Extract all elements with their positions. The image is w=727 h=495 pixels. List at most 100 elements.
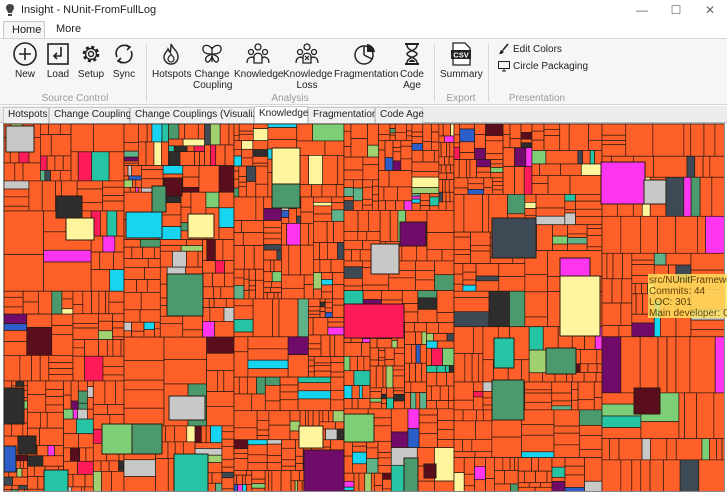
treemap-cell[interactable]	[39, 355, 50, 382]
treemap-cell[interactable]	[392, 151, 402, 162]
treemap-cell[interactable]	[601, 124, 627, 136]
treemap-cell[interactable]	[102, 200, 125, 212]
treemap-cell[interactable]	[567, 237, 588, 245]
treemap-cell[interactable]	[4, 341, 28, 356]
treemap-cell[interactable]	[551, 457, 566, 468]
treemap-cell[interactable]	[601, 252, 608, 280]
treemap-cell[interactable]	[606, 252, 614, 280]
treemap-cell[interactable]	[384, 359, 395, 367]
treemap-cell[interactable]	[233, 458, 249, 471]
treemap-cell[interactable]	[214, 260, 225, 274]
treemap-cell[interactable]	[308, 313, 321, 319]
treemap-cell[interactable]	[426, 232, 455, 250]
treemap-cell[interactable]	[27, 488, 48, 492]
treemap-cell[interactable]	[343, 342, 362, 357]
treemap-cell[interactable]	[361, 342, 371, 357]
treemap-cell[interactable]	[135, 187, 139, 193]
treemap-cell[interactable]	[415, 362, 423, 383]
treemap-cell[interactable]	[417, 290, 438, 299]
treemap-cell[interactable]	[27, 380, 47, 395]
treemap-cell[interactable]	[467, 183, 485, 190]
treemap-cell[interactable]	[553, 425, 580, 434]
treemap-cell[interactable]	[381, 398, 387, 405]
treemap-cell[interactable]	[367, 210, 381, 232]
treemap-cell[interactable]	[337, 155, 345, 186]
treemap-cell[interactable]	[702, 155, 711, 178]
treemap-cell[interactable]	[92, 471, 102, 492]
treemap-cell[interactable]	[233, 277, 245, 286]
treemap-cell[interactable]	[362, 338, 371, 343]
treemap-cell[interactable]	[421, 362, 427, 383]
treemap-cell[interactable]	[51, 334, 74, 356]
treemap-cell[interactable]	[343, 146, 352, 158]
treemap-cell[interactable]	[252, 149, 269, 157]
treemap-cell[interactable]	[476, 409, 484, 422]
treemap-cell[interactable]	[350, 124, 369, 139]
treemap-cell[interactable]	[98, 339, 108, 357]
treemap-cell[interactable]	[449, 191, 455, 203]
treemap-cell[interactable]	[620, 302, 633, 326]
treemap-cell[interactable]	[665, 252, 692, 266]
treemap-cell[interactable]	[567, 224, 588, 235]
treemap-cell[interactable]	[410, 392, 417, 410]
treemap-cell[interactable]	[410, 381, 427, 393]
treemap-cell[interactable]	[22, 162, 41, 182]
treemap-cell[interactable]	[411, 143, 424, 151]
treemap-cell[interactable]	[571, 399, 579, 411]
treemap-cell[interactable]	[247, 359, 289, 370]
treemap-cell[interactable]	[436, 365, 446, 373]
treemap-cell[interactable]	[601, 144, 627, 157]
treemap-cell[interactable]	[218, 227, 235, 240]
treemap-cell[interactable]	[238, 176, 247, 183]
treemap-cell[interactable]	[308, 223, 314, 246]
treemap-cell[interactable]	[551, 466, 566, 478]
treemap-cell[interactable]	[123, 124, 139, 143]
treemap-cell[interactable]	[520, 132, 533, 140]
treemap-cell[interactable]	[63, 408, 74, 420]
treemap-cell[interactable]	[635, 293, 644, 315]
treemap-cell[interactable]	[77, 390, 88, 404]
treemap-cell[interactable]	[330, 389, 345, 401]
treemap-cell[interactable]	[411, 198, 421, 204]
treemap-cell[interactable]	[665, 176, 685, 217]
treemap-cell[interactable]	[689, 336, 716, 394]
treemap-cell[interactable]	[123, 179, 133, 188]
treemap-cell[interactable]	[411, 344, 417, 364]
treemap-cell[interactable]	[294, 480, 298, 492]
treemap-cell[interactable]	[104, 380, 117, 405]
treemap-cell[interactable]	[72, 408, 78, 420]
tab-change-couplings[interactable]: Change Couplings	[49, 107, 136, 123]
treemap-cell[interactable]	[431, 131, 440, 143]
treemap-cell[interactable]	[343, 239, 363, 251]
treemap-cell[interactable]	[419, 392, 427, 410]
treemap-cell[interactable]	[622, 252, 633, 280]
treemap-cell[interactable]	[385, 365, 394, 389]
treemap-cell[interactable]	[5, 125, 35, 153]
knowledge-loss-button[interactable]: Knowledge Loss	[283, 41, 332, 91]
treemap-cell[interactable]	[322, 410, 329, 423]
treemap-cell[interactable]	[101, 471, 112, 492]
treemap-cell[interactable]	[467, 189, 485, 195]
treemap-cell[interactable]	[378, 170, 390, 188]
treemap-cell[interactable]	[690, 319, 725, 331]
treemap-cell[interactable]	[488, 290, 510, 328]
treemap-cell[interactable]	[179, 151, 195, 166]
treemap-cell[interactable]	[218, 191, 235, 209]
treemap-cell[interactable]	[343, 303, 405, 339]
treemap-cell[interactable]	[366, 447, 379, 459]
treemap-cell[interactable]	[411, 193, 421, 197]
treemap-cell[interactable]	[87, 397, 94, 410]
treemap-cell[interactable]	[378, 140, 386, 151]
treemap-cell[interactable]	[281, 447, 297, 461]
treemap-cell[interactable]	[620, 336, 641, 394]
treemap-cell[interactable]	[215, 482, 223, 492]
treemap-cell[interactable]	[22, 301, 39, 315]
treemap-cell[interactable]	[220, 286, 235, 299]
treemap-cell[interactable]	[243, 278, 250, 291]
treemap-cell[interactable]	[248, 279, 256, 287]
treemap-cell[interactable]	[483, 177, 493, 189]
treemap-cell[interactable]	[657, 215, 677, 254]
treemap-cell[interactable]	[531, 150, 547, 165]
treemap-cell[interactable]	[281, 223, 288, 246]
treemap-cell[interactable]	[331, 202, 345, 211]
